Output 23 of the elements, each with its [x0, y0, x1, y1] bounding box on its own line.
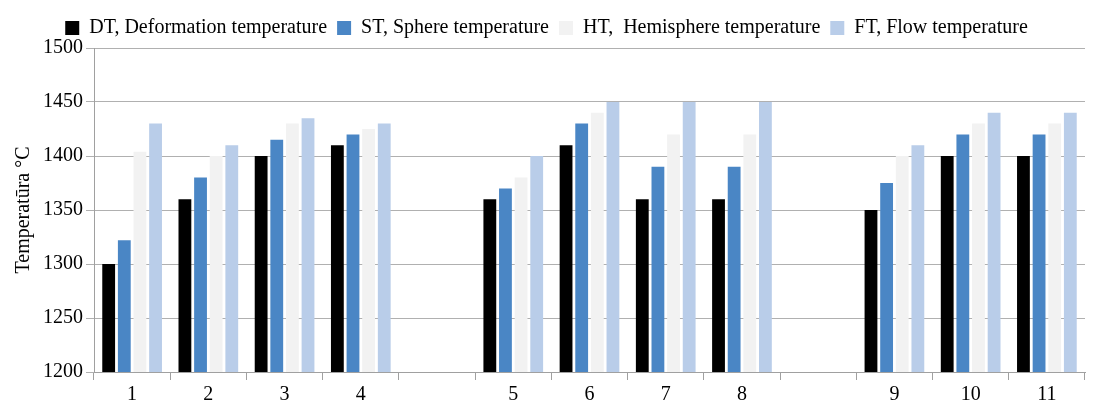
legend-label: DT, Deformation temperature: [89, 15, 328, 39]
y-tick-label: 1350: [43, 197, 83, 220]
y-tick-label: 1450: [43, 89, 83, 112]
x-tick-label: 3: [279, 382, 290, 405]
y-axis-title: Temperatūra °C: [11, 146, 35, 274]
x-tick-label: 5: [508, 382, 519, 405]
x-tick-label: 8: [736, 382, 747, 405]
x-tick-label: 2: [203, 382, 214, 405]
x-tick-label: 9: [889, 382, 900, 405]
y-tick-label: 1200: [43, 359, 83, 382]
x-tick-label: 6: [584, 382, 595, 405]
legend-label: ST, Sphere temperature: [361, 15, 550, 39]
y-tick-label: 1250: [43, 305, 83, 328]
y-tick-label: 1500: [43, 35, 83, 58]
x-tick-label: 4: [355, 382, 366, 405]
y-tick-label: 1400: [43, 143, 83, 166]
legend-label: FT, Flow temperature: [854, 15, 1028, 39]
x-tick-label: 7: [660, 382, 671, 405]
x-tick-label: 1: [127, 382, 138, 405]
x-tick-label: 11: [1037, 382, 1057, 405]
legend-label: HT, Hemisphere temperature: [582, 15, 821, 39]
y-tick-label: 1300: [43, 251, 83, 274]
x-tick-label: 10: [960, 382, 981, 405]
